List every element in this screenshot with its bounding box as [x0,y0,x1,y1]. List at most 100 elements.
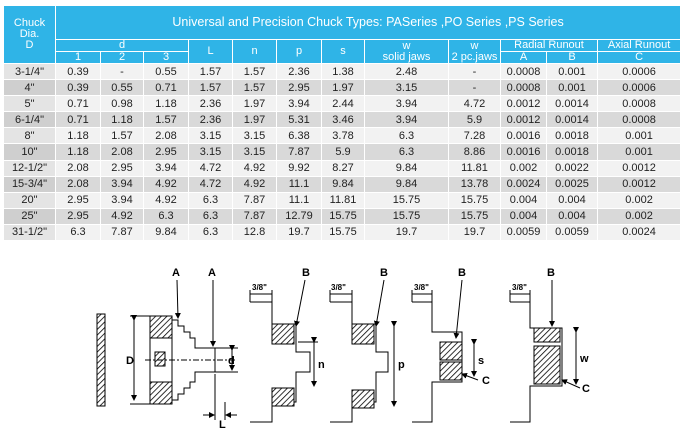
chuck-diameter-cell: 4" [3,79,56,97]
table-cell: 7.87 [232,191,277,209]
col-w-solid-line2: solid jaws [382,50,431,63]
chuck-diameter-cell: 8" [3,127,56,145]
label-B2: B [380,267,388,279]
table-cell: 8.86 [448,143,501,161]
table-row: 4" 0.39 0.55 0.71 1.57 1.57 2.95 1.97 3.15-0.000… [3,79,682,97]
table-cell: 1.38 [321,62,365,81]
table-cell: 0.39 [55,79,101,97]
label-n: n [318,359,325,371]
col-header-axial: Axial Runout [596,39,682,52]
table-cell: 6.38 [276,127,322,145]
table-cell: 0.0014 [546,111,598,129]
table-cell: 0.004 [500,191,547,209]
chuck-diameter-cell: 5" [3,95,56,113]
col-w-2pc-line2: 2 pc.jaws [451,50,498,63]
chuck-dimension-diagrams: A A B B B B C C D d L n p s w 3/8" 3/8" … [96,267,590,428]
label-B3: B [458,267,466,279]
corner-label-line3: D [25,39,34,51]
label-p: p [398,359,405,371]
table-cell: 0.0059 [546,223,598,242]
table-cell: 7.87 [100,223,144,242]
table-cell: 4.72 [448,95,501,113]
table-cell: 6.3 [55,223,101,242]
col-header-radial: Radial Runout [500,39,598,52]
table-cell: 2.95 [100,159,144,177]
table-cell: 1.18 [100,111,144,129]
table-cell: 3.94 [364,111,449,129]
table-cell: 0.0059 [500,223,547,242]
label-frac4: 3/8" [512,283,527,292]
label-frac2: 3/8" [331,283,346,292]
table-cell: 1.57 [232,62,277,81]
table-cell: 3.15 [364,79,449,97]
table-cell: 0.001 [596,127,682,145]
table-cell: 3.94 [364,95,449,113]
table-cell: 0.0012 [596,175,682,193]
table-cell: 0.0018 [546,127,598,145]
table-cell: 6.3 [143,207,189,225]
col-header-axial-c: C [596,51,682,64]
label-C2: C [582,383,590,395]
table-cell: 0.0012 [500,111,547,129]
col-header-n: n [232,39,277,64]
table-cell: 0.001 [596,143,682,161]
table-cell: 15.75 [364,191,449,209]
corner-label-line1: Chuck [13,17,46,29]
chuck-spec-table: Chuck Dia. D Universal and Precision Chu… [3,5,682,242]
chuck-diameter-cell: 10" [3,143,56,161]
label-D: D [126,355,134,367]
table-cell: 9.84 [364,159,449,177]
col-w-2pc-line1: w [470,39,479,52]
table-cell: 15.75 [364,207,449,225]
chuck-diameter-cell: 12-1/2" [3,159,56,177]
table-cell: 1.57 [188,62,233,81]
table-cell: 3.15 [232,127,277,145]
table-cell: 9.92 [276,159,322,177]
col-header-L: L [188,39,233,64]
chuck-diameter-cell: 6-1/4" [3,111,56,129]
table-cell: 2.95 [276,79,322,97]
table-cell: 0.0024 [500,175,547,193]
table-cell: 9.84 [364,175,449,193]
label-frac1: 3/8" [252,283,267,292]
table-cell: 0.71 [143,79,189,97]
table-cell: 4.92 [232,175,277,193]
table-cell: 0.0024 [596,223,682,242]
table-cell: 0.004 [546,191,598,209]
table-cell: 5.9 [321,143,365,161]
table-cell: 0.0014 [546,95,598,113]
table-row: 8" 1.18 1.57 2.08 3.15 3.15 6.38 3.78 6.3 7.28 0.0… [3,127,682,145]
table-row: 5" 0.71 0.98 1.18 2.36 1.97 3.94 2.44 3.94 4.72 0.… [3,95,682,113]
table-cell: 12.8 [232,223,277,242]
table-cell: 4.92 [143,175,189,193]
table-cell: 1.97 [232,95,277,113]
col-header-d1: 1 [55,51,101,64]
table-cell: 2.44 [321,95,365,113]
table-cell: 0.0016 [500,143,547,161]
table-row: 20" 2.95 3.94 4.92 6.3 7.87 11.1 11.81 15.75 15.7… [3,191,682,209]
table-cell: 4.72 [188,175,233,193]
table-cell: 4.92 [143,191,189,209]
col-header-d2: 2 [100,51,144,64]
table-row: 15-3/4" 2.08 3.94 4.92 4.72 4.92 11.1 9.84 9.84 1… [3,175,682,193]
label-A2: A [208,267,216,279]
table-cell: 12.79 [276,207,322,225]
label-B4: B [547,267,555,279]
table-cell: 1.57 [100,127,144,145]
table-cell: 3.15 [232,143,277,161]
col-w-solid-line1: w [402,39,411,52]
table-cell: 0.39 [55,62,101,81]
table-cell: 7.87 [232,207,277,225]
table-cell: 11.1 [276,191,322,209]
corner-label-line2: Dia. [19,28,40,40]
diagram-jaw-2pc-1 [411,279,479,423]
table-cell: 2.08 [100,143,144,161]
table-cell: 19.7 [276,223,322,242]
table-cell: 1.97 [232,111,277,129]
table-cell: 0.0016 [500,127,547,145]
table-cell: 0.0018 [546,143,598,161]
table-cell: 3.15 [188,143,233,161]
table-cell: 3.15 [188,127,233,145]
table-cell: 19.7 [448,223,501,242]
table-cell: 4.92 [232,159,277,177]
